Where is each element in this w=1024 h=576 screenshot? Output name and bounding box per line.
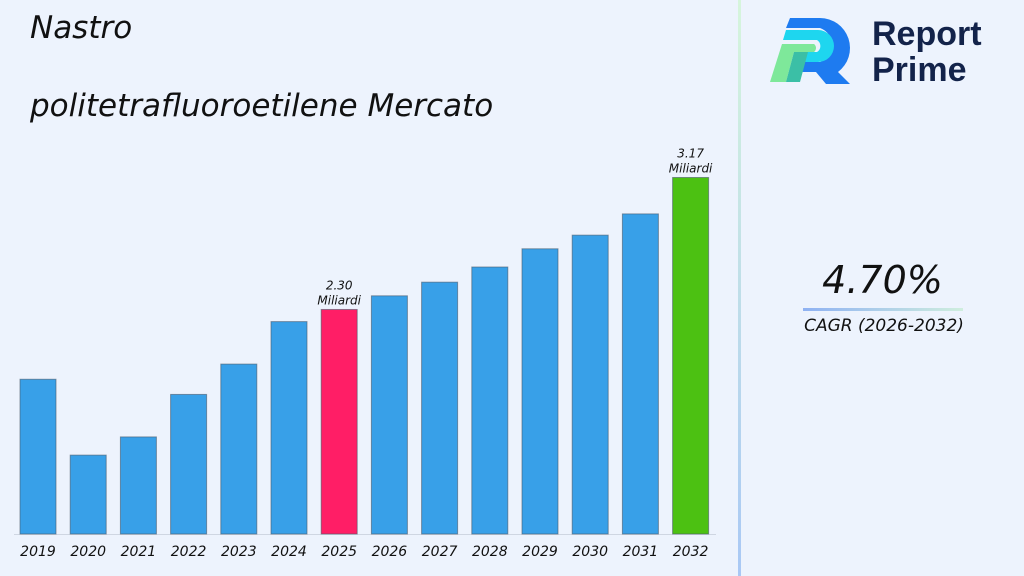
divider: [738, 0, 741, 576]
x-tick-label: 2023: [221, 544, 257, 560]
bar-2021: [119, 436, 157, 535]
chart-title-line2: politetrafluoroetilene Mercato: [30, 88, 494, 124]
bar-2030: [571, 234, 609, 535]
cagr-underline: [803, 308, 963, 311]
logo-text-line1: Report: [872, 15, 982, 53]
bar-2031: [621, 213, 659, 535]
x-tick-label: 2027: [422, 544, 458, 560]
x-tick-label: 2030: [572, 544, 608, 560]
bar-2029: [521, 248, 559, 535]
bar-2020: [69, 454, 107, 535]
data-label-value: 3.17: [677, 146, 704, 160]
data-label-unit: Miliardi: [669, 161, 713, 175]
cagr-value: 4.70%: [822, 258, 943, 302]
x-tick-label: 2020: [70, 544, 106, 560]
report-prime-logo: Report Prime: [768, 14, 1018, 89]
bar-2023: [220, 363, 258, 535]
bar-2026: [370, 295, 408, 535]
x-tick-label: 2028: [472, 544, 508, 560]
x-tick-label: 2025: [321, 544, 357, 560]
chart-title-line1: Nastro: [30, 10, 133, 46]
x-tick-label: 2019: [20, 544, 56, 560]
logo-mark-icon: [770, 18, 850, 84]
bar-2028: [471, 266, 509, 535]
bar-2032: [672, 176, 710, 535]
bar-2027: [421, 281, 459, 535]
x-tick-label: 2024: [271, 544, 307, 560]
x-tick-label: 2026: [372, 544, 408, 560]
logo-text-line2: Prime: [872, 51, 967, 89]
x-tick-label: 2029: [522, 544, 558, 560]
bar-2019: [19, 378, 57, 535]
cagr-label: CAGR (2026-2032): [804, 316, 964, 336]
data-label-value: 2.30: [326, 278, 353, 292]
bar-2025: [320, 308, 358, 535]
x-tick-label: 2022: [171, 544, 207, 560]
x-tick-label: 2031: [623, 544, 659, 560]
bar-2022: [170, 393, 208, 535]
x-tick-label: 2032: [673, 544, 709, 560]
bar-2024: [270, 321, 308, 535]
data-label-unit: Miliardi: [317, 293, 361, 307]
bar-chart: 2019 2020 2021 2022 2023 2024 20252.30Miliardi…: [14, 146, 716, 560]
x-tick-label: 2021: [121, 544, 157, 560]
